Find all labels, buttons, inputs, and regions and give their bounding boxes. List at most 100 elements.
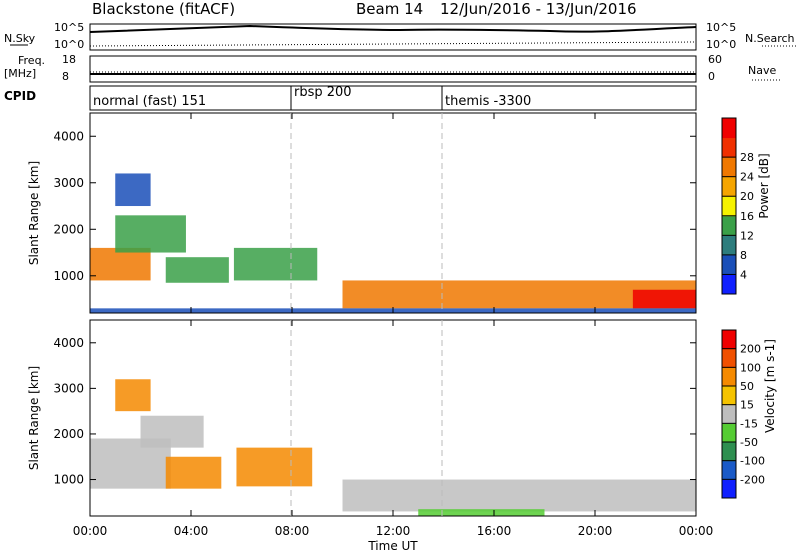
power-colorbar-segment [722, 274, 736, 295]
power-colorbar-segment [722, 196, 736, 217]
power-panel: 1000 2000 3000 4000 Slant Range [km] 4 8 12 16… [27, 112, 771, 314]
velocity-echo-region [236, 447, 313, 487]
time-xlabel: Time UT [367, 539, 418, 553]
time-x-axis: 00:00 04:00 08:00 12:00 16:00 20:00 00:00 [73, 113, 714, 538]
power-colorbar-segment [722, 137, 736, 158]
power-y-tick-label: 4000 [53, 129, 84, 143]
cpid-mode-2: rbsp 200 [294, 85, 352, 100]
velocity-echo-region [418, 509, 545, 516]
nsearch-label: N.Search [745, 32, 795, 45]
power-ylabel: Slant Range [km] [27, 161, 41, 265]
velocity-colorbar-segment [722, 460, 736, 480]
freq-panel: Freq. [MHz] 18 8 60 0 Nave [4, 53, 782, 83]
velocity-echo-region [115, 379, 151, 412]
velocity-colorbar-segment [722, 404, 736, 424]
power-colorbar-tick-label: 28 [740, 151, 754, 164]
power-echo-region [115, 173, 151, 207]
power-echo-region [90, 247, 151, 281]
velocity-y-tick-label: 3000 [53, 381, 84, 395]
power-colorbar-tick-label: 4 [740, 268, 747, 281]
cpid-mode-1: normal (fast) 151 [93, 94, 206, 109]
power-y-tick-label: 3000 [53, 176, 84, 190]
velocity-colorbar-segment [722, 479, 736, 499]
power-colorbar-segment [722, 215, 736, 236]
power-echo-region [165, 257, 229, 283]
freq-left-tick-hi: 18 [62, 53, 76, 66]
velocity-panel: 1000 2000 3000 4000 Slant Range [km] 200 100… [27, 319, 777, 517]
velocity-colorbar-frame [721, 329, 737, 499]
power-colorbar-segment [722, 118, 736, 139]
station-title: Blackstone (fitACF) [92, 0, 235, 18]
power-echo-region [115, 215, 186, 253]
nave-label: Nave [748, 64, 776, 77]
freq-right-tick-hi: 60 [708, 53, 722, 66]
power-colorbar-segment [722, 254, 736, 275]
velocity-colorbar: 200 100 50 15 -15 -50 -100 -200 [721, 329, 765, 499]
date-range: 12/Jun/2016 - 13/Jun/2016 [440, 0, 637, 18]
power-colorbar-segment [722, 235, 736, 256]
freq-label: Freq. [18, 54, 45, 67]
time-x-tick-label: 08:00 [275, 524, 310, 538]
time-x-tick-label: 12:00 [376, 524, 411, 538]
cpid-panel: CPID normal (fast) 151 rbsp 200 themis -… [4, 85, 697, 111]
power-data-layer [90, 173, 696, 313]
power-colorbar-frame [721, 117, 737, 295]
freq-unit-label: [MHz] [4, 67, 36, 80]
power-colorbar-tick-label: 8 [740, 249, 747, 262]
power-echo-region [632, 289, 696, 309]
nsky-left-tick-hi: 10^5 [54, 21, 84, 34]
velocity-colorbar-tick-label: 50 [740, 380, 754, 393]
nsearch-line [89, 41, 697, 47]
power-y-axis: 1000 2000 3000 4000 [53, 129, 696, 283]
nsky-left-tick-lo: 10^0 [54, 38, 84, 51]
freq-left-tick-lo: 8 [62, 70, 69, 83]
velocity-y-axis: 1000 2000 3000 4000 [53, 336, 696, 487]
velocity-colorbar-segment [722, 423, 736, 443]
velocity-colorbar-segment [722, 367, 736, 387]
velocity-data-layer [90, 379, 696, 516]
power-colorbar-segment [722, 176, 736, 197]
velocity-colorbar-tick-label: -50 [740, 436, 758, 449]
time-x-tick-label: 00:00 [679, 524, 714, 538]
cpid-mode-3: themis -3300 [445, 94, 531, 109]
velocity-colorbar-segment [722, 330, 736, 350]
velocity-colorbar-tick-label: 200 [740, 343, 761, 356]
velocity-colorbar-segment [722, 386, 736, 406]
velocity-colorbar-segment [722, 348, 736, 368]
nsky-label: N.Sky [4, 32, 36, 45]
power-colorbar-label: Power [dB] [757, 153, 771, 218]
time-x-tick-label: 00:00 [73, 524, 108, 538]
velocity-y-tick-label: 2000 [53, 427, 84, 441]
velocity-colorbar-tick-label: -15 [740, 417, 758, 430]
velocity-colorbar-tick-label: -200 [740, 473, 765, 486]
nsky-right-tick-hi: 10^5 [706, 21, 736, 34]
power-colorbar: 4 8 12 16 20 24 28 [721, 117, 754, 295]
nsky-panel: N.Sky 10^5 10^0 10^5 10^0 N.Search [4, 21, 796, 51]
cpid-label: CPID [4, 89, 36, 103]
time-x-tick-label: 20:00 [578, 524, 613, 538]
velocity-y-tick-label: 4000 [53, 336, 84, 350]
velocity-colorbar-tick-label: 100 [740, 361, 761, 374]
nsky-right-tick-lo: 10^0 [706, 38, 736, 51]
velocity-colorbar-tick-label: 15 [740, 399, 754, 412]
nsky-line [89, 24, 697, 33]
power-colorbar-tick-label: 24 [740, 171, 754, 184]
velocity-echo-region [140, 415, 204, 448]
velocity-echo-region [342, 479, 696, 512]
power-y-tick-label: 1000 [53, 269, 84, 283]
velocity-echo-region [165, 456, 222, 489]
freq-right-tick-lo: 0 [708, 70, 715, 83]
power-colorbar-tick-label: 16 [740, 210, 754, 223]
power-colorbar-segment [722, 157, 736, 178]
power-colorbar-tick-label: 20 [740, 190, 754, 203]
velocity-colorbar-tick-label: -100 [740, 455, 765, 468]
time-x-tick-label: 16:00 [477, 524, 512, 538]
time-x-tick-label: 04:00 [174, 524, 209, 538]
power-y-tick-label: 2000 [53, 222, 84, 236]
velocity-y-tick-label: 1000 [53, 473, 84, 487]
velocity-colorbar-label: Velocity [m s-1] [763, 339, 777, 433]
beam-label: Beam 14 [356, 0, 423, 18]
velocity-colorbar-segment [722, 442, 736, 462]
power-echo-region [233, 247, 318, 281]
